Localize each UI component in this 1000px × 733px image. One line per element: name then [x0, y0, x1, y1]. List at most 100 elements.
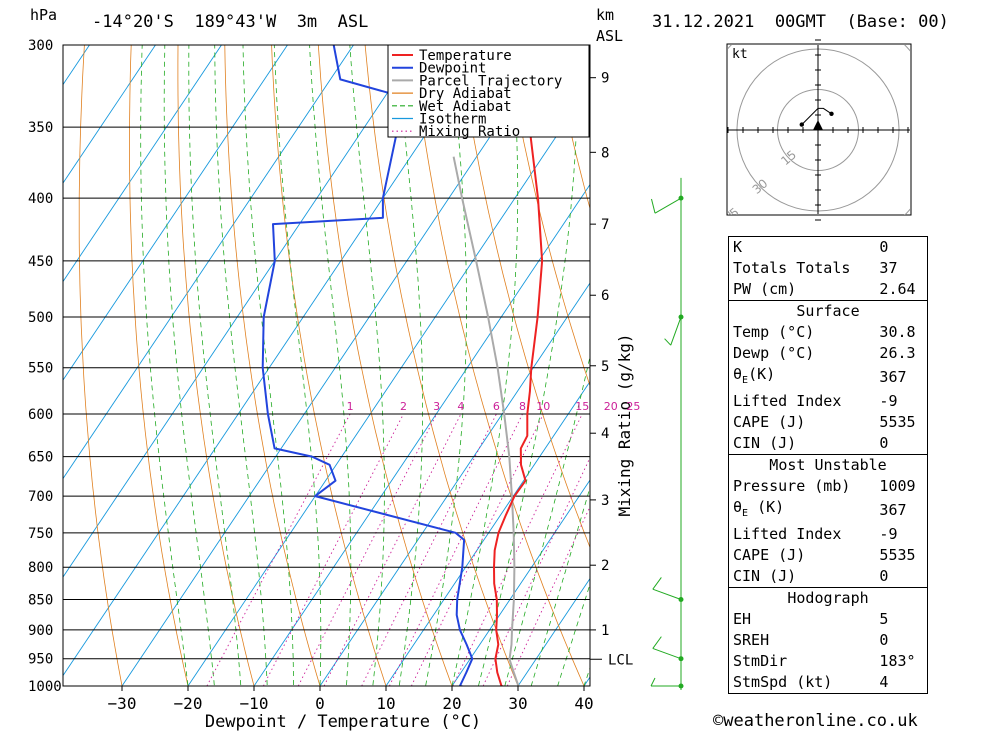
surface-cape-label: CAPE (J) [733, 413, 806, 431]
wind-barb-flag [652, 636, 662, 649]
wet-adiabat-line [395, 45, 424, 686]
wind-barb-shaft [670, 316, 682, 346]
dry-adiabat-line [78, 45, 123, 686]
x-axis-title: Dewpoint / Temperature (°C) [205, 712, 481, 732]
sreh-value: 0 [879, 631, 889, 649]
pressure-tick-label: 550 [28, 361, 53, 377]
pressure-tick-label: 450 [28, 254, 53, 270]
mu-li-label: Lifted Index [733, 525, 842, 543]
parcel-trajectory-line [452, 156, 520, 686]
pressure-tick-label: 1000 [28, 679, 62, 695]
dry-adiabat-line [920, 27, 1000, 712]
plot-axes: 3003504004505005506006507007508008509009… [28, 38, 640, 732]
theta-symbol: θ [733, 365, 743, 383]
sreh-label: SREH [733, 631, 770, 649]
index-row-tt: Totals Totals 37 [729, 258, 928, 279]
dry-adiabat-line [271, 45, 387, 686]
mixing-ratio-label: 3 [433, 400, 440, 413]
dry-adiabat-line [411, 45, 585, 686]
mu-row-theta: θE (K) 367 [729, 497, 928, 524]
legend-entry: Temperature [419, 48, 512, 64]
hodograph-point [799, 122, 804, 127]
pressure-unit-label: hPa [30, 6, 58, 24]
hodo-row-sreh: SREH 0 [729, 630, 928, 651]
mixing-ratio-line [388, 413, 523, 686]
isotherm-line [385, 380, 590, 686]
wet-adiabat-line [140, 45, 189, 686]
surface-temp-label: Temp (°C) [733, 323, 815, 341]
mixing-ratio-label: 10 [536, 400, 550, 413]
wind-barb-flag [650, 677, 656, 687]
hodo-row-stmdir: StmDir 183° [729, 651, 928, 672]
wind-barb-flag [652, 577, 662, 590]
wet-adiabat-line [425, 45, 467, 686]
mu-cin-value: 0 [879, 567, 889, 585]
hodo-title: Hodograph [728, 587, 928, 609]
indices-table: K 0 Totals Totals 37 PW (cm) 2.64 Surface T… [728, 236, 928, 694]
pressure-tick-label: 500 [28, 310, 53, 326]
hodograph-unit-label: kt [732, 47, 748, 62]
theta-unit: (K) [757, 498, 785, 516]
mu-theta-label: θE (K) [729, 497, 876, 524]
wet-adiabat-line [349, 45, 385, 686]
k-label: K [733, 238, 743, 256]
theta-symbol: θ [733, 498, 743, 516]
pressure-tick-label: 950 [28, 652, 53, 668]
theta-subscript: E [742, 508, 749, 519]
legend-entry: Wet Adiabat [419, 99, 512, 115]
x-tick-label: −10 [240, 694, 269, 713]
km-tick-label: 4 [601, 426, 609, 442]
legend-entry: Dry Adiabat [419, 86, 512, 102]
pressure-tick-label: 600 [28, 407, 53, 423]
isotherm-line [451, 479, 590, 686]
mu-row-cin: CIN (J) 0 [729, 566, 928, 588]
pw-label: PW (cm) [733, 280, 797, 298]
surface-theta-value: 367 [879, 368, 907, 386]
surface-section-header: Surface [728, 300, 928, 322]
isotherm-line [63, 45, 223, 283]
isotherm-line [187, 85, 590, 686]
mixing-ratio-label: 1 [347, 400, 354, 413]
mu-cape-label: CAPE (J) [733, 546, 806, 564]
index-row-pw: PW (cm) 2.64 [729, 279, 928, 301]
wet-adiabat-line [477, 45, 579, 686]
k-value: 0 [879, 238, 889, 256]
mixing-ratio-label: 20 [604, 400, 618, 413]
mixing-ratio-label: 25 [626, 400, 640, 413]
dry-adiabat-line [505, 45, 590, 388]
pressure-tick-label: 850 [28, 592, 53, 608]
isotherm-line [319, 282, 590, 686]
dry-adiabat-line [177, 45, 255, 686]
surface-li-value: -9 [879, 392, 898, 410]
pw-value: 2.64 [879, 280, 916, 298]
mu-section-header: Most Unstable [728, 454, 928, 476]
site-name: weatheronline.co.uk [723, 711, 918, 731]
legend-entry: Mixing Ratio [419, 124, 520, 140]
temperature-line [493, 45, 544, 686]
mixing-ratio-line [297, 413, 438, 686]
plot-grid [0, 0, 1000, 712]
copyright-footer: ©weatheronline.co.uk [713, 711, 918, 731]
pressure-tick-label: 900 [28, 623, 53, 639]
height-unit-label: km [596, 6, 615, 24]
mu-theta-value: 367 [879, 501, 907, 519]
isotherm-line [253, 183, 590, 686]
surface-dewp-value: 26.3 [879, 344, 916, 362]
pressure-tick-label: 750 [28, 526, 53, 542]
km-tick-label: 7 [601, 217, 609, 233]
km-tick-label: 2 [601, 558, 609, 574]
wind-barb-shaft [652, 588, 682, 600]
km-tick-label: 3 [601, 493, 609, 509]
dewpoint-line [261, 45, 474, 686]
isotherm-line [0, 0, 23, 712]
theta-unit: (K) [748, 365, 776, 383]
dry-adiabat-line [364, 45, 519, 686]
hodo-row-eh: EH 5 [729, 609, 928, 630]
mixing-ratio-axis-title: Mixing Ratio (g/kg) [615, 333, 634, 516]
x-tick-label: 40 [574, 694, 593, 713]
wet-adiabat-line [309, 45, 352, 686]
mixing-ratio-line [206, 413, 351, 686]
location-title: -14°20'S 189°43'W 3m ASL [92, 12, 369, 32]
hodograph-ring-label: 45 [721, 205, 742, 226]
